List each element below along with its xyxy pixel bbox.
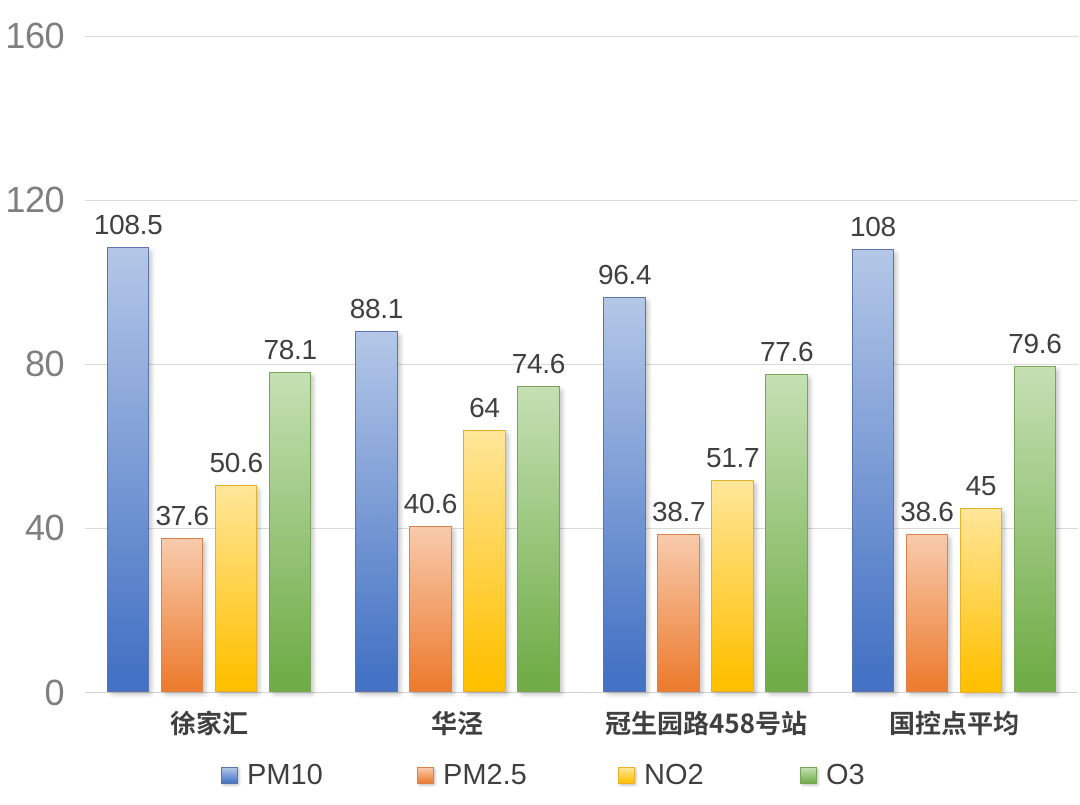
legend-label-pm2-5: PM2.5 [443,759,527,791]
category-label--458-: 冠生园路458号站 [605,710,807,736]
value-label-pm10--458-: 96.4 [597,258,652,290]
category-glyph-path [605,710,806,735]
value-label-pm2-5--: 38.6 [900,496,954,528]
bar-pm2-5--458- [657,533,700,693]
gridline-40 [85,527,1078,529]
value-label-o3--: 79.6 [1008,327,1062,359]
bar-pm10-- [106,247,150,693]
category-label-text: 华泾 [431,710,483,736]
value-label-o3--458-: 77.6 [759,336,814,368]
bar-pm10-- [851,249,895,693]
legend-label-no2: NO2 [644,759,704,791]
category-glyph-path [432,710,483,735]
value-label-o3--: 74.6 [511,348,566,380]
category-label-glyphs [170,710,248,735]
gridline-120 [85,199,1078,201]
legend-label-pm10: PM10 [247,759,323,791]
category-label--: 徐家汇 [170,710,248,736]
bar-o3-- [1013,365,1057,693]
bar-pm10--458- [603,296,646,693]
category-label-text: 国控点平均 [889,710,1019,736]
category-label--: 华泾 [431,710,483,736]
bar-o3-- [268,372,312,693]
y-tick-label-0: 0 [44,671,64,713]
value-label-pm10--: 88.1 [349,293,404,324]
value-label-pm10--: 108.5 [93,209,163,241]
y-tick-label-160: 160 [5,15,64,56]
y-tick-label-80: 80 [24,343,65,385]
legend-label-o3: O3 [826,759,865,791]
bar-o3-- [517,386,560,693]
value-label-pm2-5--458-: 38.7 [651,495,706,527]
category-glyph-path [170,710,248,735]
value-label-no2--: 45 [965,469,997,501]
bar-no2-- [959,507,1003,693]
category-label--: 国控点平均 [889,710,1019,736]
bar-no2--458- [711,480,754,693]
bar-pm10-- [355,331,398,693]
legend-swatch-pm2-5 [417,767,434,784]
value-label-no2--: 50.6 [209,446,263,478]
x-axis-line [85,692,1078,693]
bar-pm2-5-- [160,538,204,693]
category-label-text: 徐家汇 [170,710,248,736]
bar-no2-- [463,429,506,693]
legend-swatch-no2 [618,767,635,784]
legend-swatch-pm10 [221,767,238,784]
bar-no2-- [214,484,258,693]
category-label-glyphs [605,710,806,735]
value-label-pm2-5--: 37.6 [155,500,209,532]
value-label-pm2-5--: 40.6 [403,487,458,519]
category-glyph-path [890,710,1018,735]
bar-o3--458- [765,374,808,693]
legend-swatch-o3 [800,767,817,784]
category-label-glyphs [890,710,1018,735]
category-label-glyphs [432,710,483,735]
value-label-no2--: 64 [469,391,500,423]
y-tick-label-120: 120 [5,179,64,221]
gridline-80 [85,363,1078,365]
value-label-no2--458-: 51.7 [705,442,760,474]
value-label-pm10--: 108 [849,211,896,243]
value-label-o3--: 78.1 [263,334,317,366]
category-label-text: 冠生园路458号站 [605,710,807,736]
bar-pm2-5-- [409,525,452,693]
bar-pm2-5-- [905,534,949,693]
gridline-160 [85,35,1078,37]
y-tick-label-40: 40 [24,507,65,549]
